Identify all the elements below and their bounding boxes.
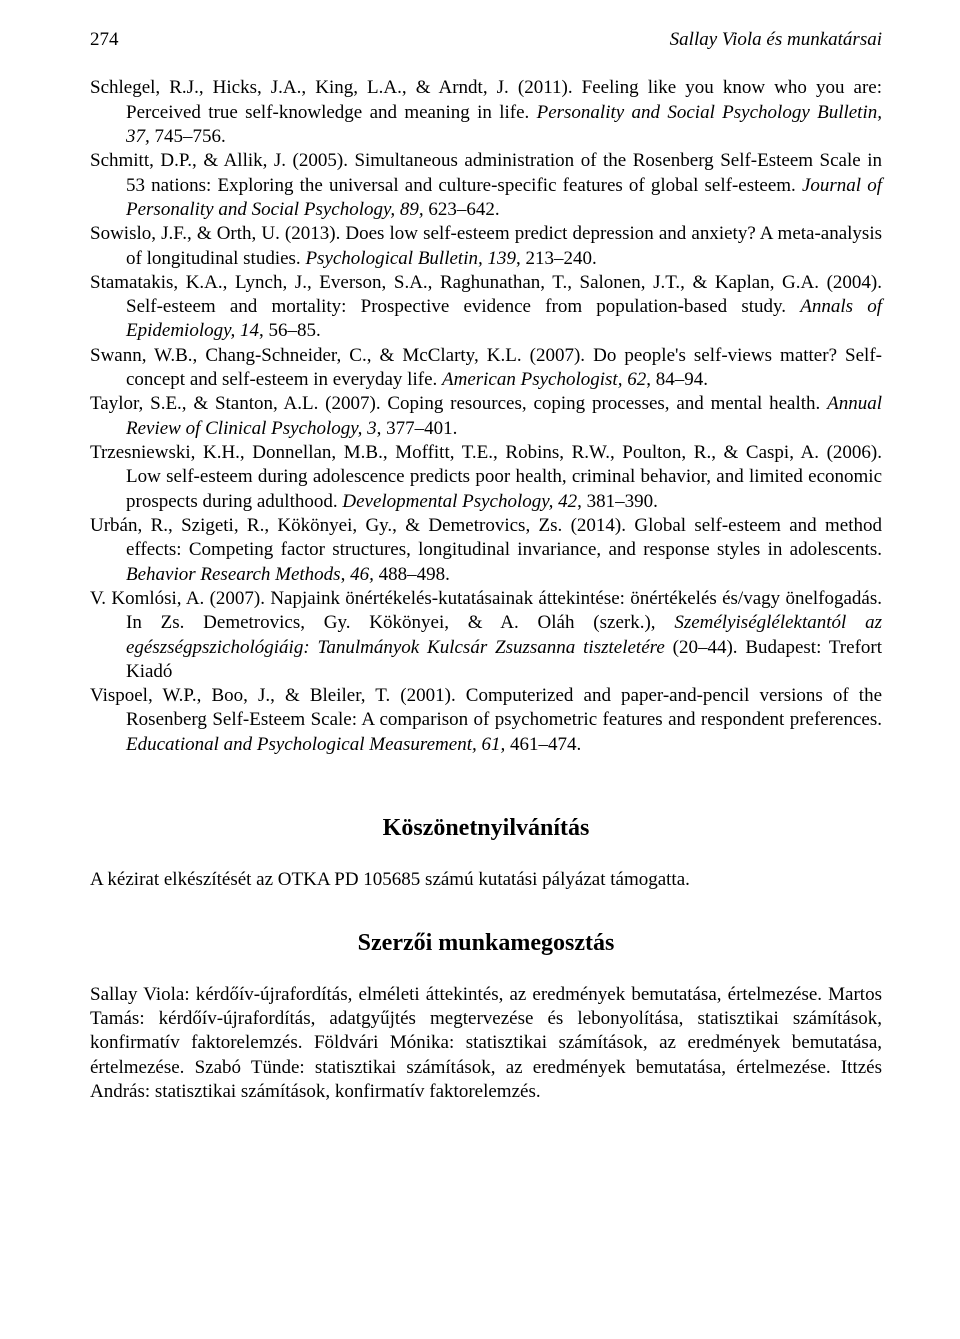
acknowledgements-heading: Köszönetnyilvánítás (90, 813, 882, 844)
acknowledgements-body: A kézirat elkészítését az OTKA PD 105685… (90, 868, 882, 892)
reference-entry: Taylor, S.E., & Stanton, A.L. (2007). Co… (90, 392, 882, 441)
reference-entry: V. Komlósi, A. (2007). Napjaink önértéke… (90, 587, 882, 684)
author-contributions-heading: Szerzői munkamegosztás (90, 928, 882, 959)
reference-entry: Schmitt, D.P., & Allik, J. (2005). Simul… (90, 149, 882, 222)
reference-entry: Vispoel, W.P., Boo, J., & Bleiler, T. (2… (90, 684, 882, 757)
reference-entry: Trzesniewski, K.H., Donnellan, M.B., Mof… (90, 441, 882, 514)
reference-entry: Swann, W.B., Chang-Schneider, C., & McCl… (90, 344, 882, 393)
reference-entry: Urbán, R., Szigeti, R., Kökönyei, Gy., &… (90, 514, 882, 587)
reference-list: Schlegel, R.J., Hicks, J.A., King, L.A.,… (90, 76, 882, 757)
reference-entry: Stamatakis, K.A., Lynch, J., Everson, S.… (90, 271, 882, 344)
running-title: Sallay Viola és munkatársai (670, 28, 882, 52)
reference-entry: Sowislo, J.F., & Orth, U. (2013). Does l… (90, 222, 882, 271)
page: 274 Sallay Viola és munkatársai Schlegel… (0, 0, 960, 1339)
page-number: 274 (90, 28, 119, 52)
running-header: 274 Sallay Viola és munkatársai (90, 28, 882, 52)
author-contributions-body: Sallay Viola: kérdőív-újrafordítás, elmé… (90, 983, 882, 1105)
reference-entry: Schlegel, R.J., Hicks, J.A., King, L.A.,… (90, 76, 882, 149)
